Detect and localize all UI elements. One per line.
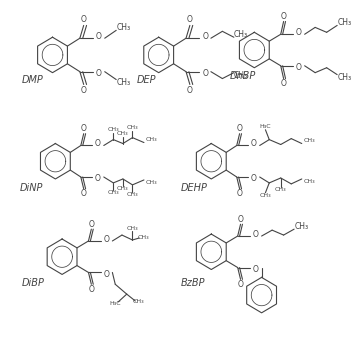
Text: H₃C: H₃C: [109, 301, 121, 306]
Text: O: O: [281, 12, 286, 21]
Text: O: O: [96, 69, 102, 78]
Text: DiBP: DiBP: [22, 278, 45, 288]
Text: O: O: [296, 63, 302, 72]
Text: CH₃: CH₃: [117, 78, 131, 87]
Text: CH₃: CH₃: [146, 137, 158, 142]
Text: O: O: [251, 139, 257, 148]
Text: O: O: [96, 32, 102, 41]
Text: BzBP: BzBP: [181, 278, 205, 288]
Text: O: O: [81, 189, 87, 198]
Text: CH₃: CH₃: [304, 179, 315, 184]
Text: CH₃: CH₃: [117, 131, 129, 136]
Text: O: O: [253, 229, 259, 239]
Text: DMP: DMP: [22, 74, 44, 85]
Text: CH₃: CH₃: [127, 192, 138, 197]
Text: O: O: [238, 215, 244, 224]
Text: DEP: DEP: [137, 74, 156, 85]
Text: O: O: [237, 189, 242, 198]
Text: H₃C: H₃C: [259, 124, 271, 129]
Text: CH₃: CH₃: [234, 71, 247, 80]
Text: DiNP: DiNP: [20, 183, 44, 193]
Text: O: O: [202, 69, 208, 78]
Text: CH₃: CH₃: [108, 190, 119, 195]
Text: O: O: [81, 15, 87, 24]
Text: O: O: [238, 280, 244, 289]
Text: CH₃: CH₃: [275, 187, 286, 192]
Text: DnBP: DnBP: [229, 71, 256, 80]
Text: O: O: [88, 220, 94, 229]
Text: O: O: [95, 139, 101, 148]
Text: O: O: [202, 32, 208, 41]
Text: CH₃: CH₃: [259, 193, 271, 198]
Text: O: O: [187, 86, 193, 95]
Text: O: O: [187, 15, 193, 24]
Text: O: O: [296, 28, 302, 37]
Text: CH₃: CH₃: [338, 73, 352, 82]
Text: CH₃: CH₃: [137, 234, 149, 240]
Text: CH₃: CH₃: [304, 138, 315, 143]
Text: O: O: [253, 265, 259, 274]
Text: O: O: [281, 79, 286, 88]
Text: O: O: [237, 124, 242, 133]
Text: CH₃: CH₃: [295, 222, 309, 231]
Text: CH₃: CH₃: [117, 186, 129, 191]
Text: O: O: [81, 124, 87, 133]
Text: O: O: [251, 174, 257, 184]
Text: CH₃: CH₃: [132, 299, 144, 305]
Text: CH₃: CH₃: [338, 18, 352, 27]
Text: O: O: [104, 234, 110, 244]
Text: CH₃: CH₃: [127, 125, 138, 130]
Text: CH₃: CH₃: [108, 127, 119, 132]
Text: O: O: [88, 285, 94, 294]
Text: O: O: [81, 86, 87, 95]
Text: O: O: [104, 270, 110, 279]
Text: CH₃: CH₃: [146, 180, 158, 185]
Text: CH₃: CH₃: [117, 23, 131, 32]
Text: CH₃: CH₃: [234, 30, 247, 39]
Text: CH₃: CH₃: [127, 226, 138, 231]
Text: O: O: [95, 174, 101, 184]
Text: DEHP: DEHP: [181, 183, 207, 193]
